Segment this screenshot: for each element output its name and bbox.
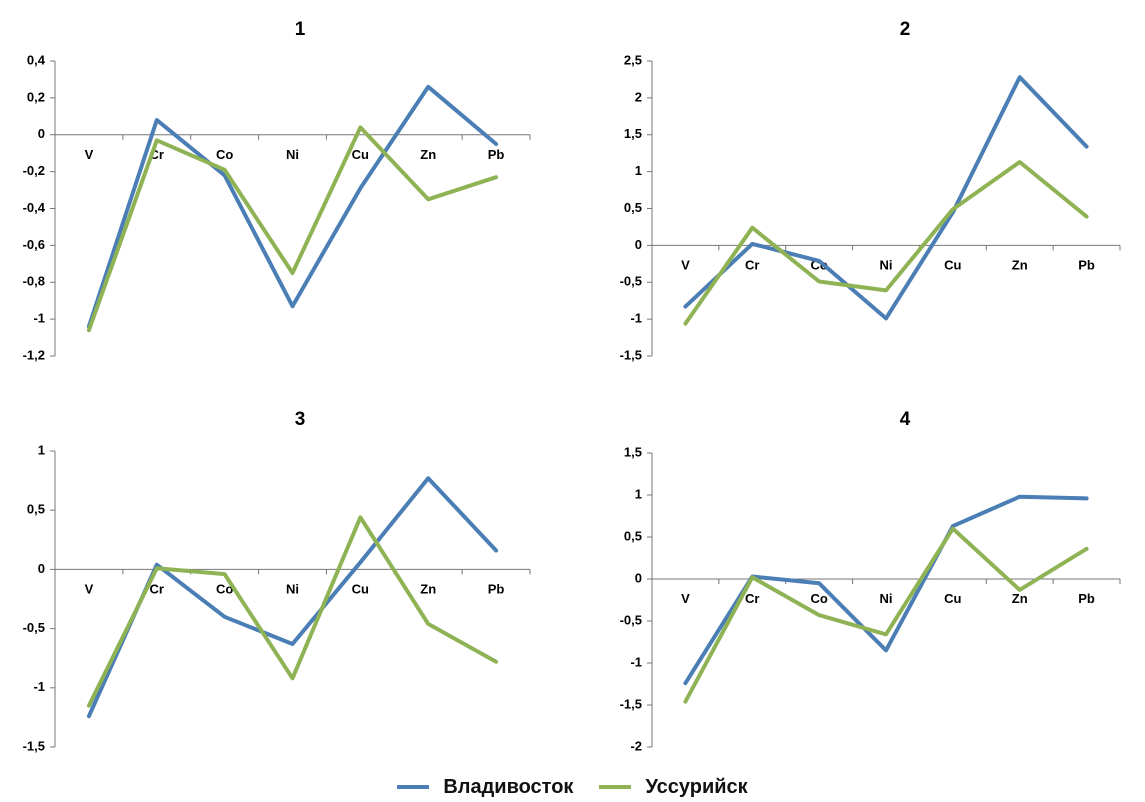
series-line-ussuriysk: [86, 125, 499, 333]
x-category-label: Co: [810, 591, 827, 606]
x-category-label: Pb: [1078, 591, 1095, 606]
y-tick-label: -0,5: [620, 274, 642, 289]
legend-label-ussuriysk: Уссурийск: [645, 775, 748, 798]
y-tick-label: 0,5: [27, 502, 45, 517]
chart-title: 3: [295, 409, 306, 430]
series-line-vladivostok: [86, 476, 499, 719]
y-tick-label: 1,5: [624, 126, 642, 141]
y-tick-label: 0: [635, 570, 642, 585]
x-category-label: Cr: [150, 581, 164, 596]
x-category-label: Zn: [1012, 591, 1028, 606]
x-category-label: Ni: [880, 257, 893, 272]
x-category-label: Cu: [944, 257, 961, 272]
x-category-label: Zn: [1012, 257, 1028, 272]
x-category-label: Ni: [286, 581, 299, 596]
chart-title: 4: [900, 409, 911, 430]
legend-item-ussuriysk: Уссурийск: [599, 775, 748, 799]
x-category-label: Cr: [745, 591, 759, 606]
y-tick-label: 1: [38, 442, 45, 457]
legend-label-vladivostok: Владивосток: [443, 775, 574, 798]
y-tick-label: 1: [635, 163, 642, 178]
chart-legend: Владивосток Уссурийск: [0, 772, 1145, 802]
x-category-label: Cu: [352, 147, 369, 162]
y-tick-label: 0,5: [624, 528, 642, 543]
y-tick-label: -0,4: [23, 200, 46, 215]
y-tick-label: 0: [38, 126, 45, 141]
y-tick-label: -0,5: [23, 620, 45, 635]
y-tick-label: -0,8: [23, 274, 45, 289]
series-line-vladivostok: [86, 84, 499, 329]
x-category-label: Co: [216, 147, 233, 162]
chart-title: 1: [295, 19, 306, 40]
x-category-label: Ni: [286, 147, 299, 162]
legend-item-vladivostok: Владивосток: [397, 776, 573, 799]
chart-title: 2: [900, 19, 911, 40]
y-tick-label: 0: [635, 237, 642, 252]
y-tick-label: 0,4: [27, 52, 46, 67]
y-tick-label: -1,5: [620, 347, 642, 362]
y-tick-label: -0,5: [620, 612, 642, 627]
y-tick-label: 1,5: [624, 444, 642, 459]
y-tick-label: 2,5: [624, 52, 642, 67]
series-line-vladivostok: [683, 75, 1089, 321]
x-category-label: Cu: [944, 591, 961, 606]
legend-swatch-vladivostok: [397, 785, 430, 789]
y-tick-label: 0,5: [624, 200, 642, 215]
x-category-label: Ni: [880, 591, 893, 606]
x-category-label: Co: [216, 581, 233, 596]
y-tick-label: 0,2: [27, 89, 45, 104]
x-category-label: V: [681, 257, 690, 272]
x-category-label: V: [85, 147, 94, 162]
y-tick-label: 1: [635, 486, 642, 501]
y-tick-label: -0,2: [23, 163, 45, 178]
y-tick-label: -1: [33, 311, 45, 326]
y-tick-label: -1: [630, 654, 642, 669]
series-line-ussuriysk: [683, 160, 1089, 326]
y-tick-label: 0: [38, 561, 45, 576]
series-line-ussuriysk: [86, 515, 499, 708]
x-category-label: Pb: [488, 581, 505, 596]
x-category-label: Cu: [352, 581, 369, 596]
x-category-label: Cr: [745, 257, 759, 272]
x-category-label: Pb: [488, 147, 505, 162]
y-tick-label: -1,5: [620, 696, 642, 711]
x-category-label: V: [85, 581, 94, 596]
legend-swatch-ussuriysk: [599, 785, 632, 789]
y-tick-label: -1: [33, 679, 45, 694]
x-category-label: Zn: [420, 581, 436, 596]
charts-canvas: 1 0,4 0,2 0 -0,2 -0,4 -0,6 -0,8 -1 -1,2 V Cr Co Ni Cu Z…: [23, 19, 1121, 753]
y-tick-label: -2: [630, 738, 642, 753]
series-line-ussuriysk: [683, 526, 1089, 704]
x-category-label: Pb: [1078, 257, 1095, 272]
y-tick-label: -1,2: [23, 347, 45, 362]
y-tick-label: -1: [630, 311, 642, 326]
x-category-label: Zn: [420, 147, 436, 162]
y-tick-label: -1,5: [23, 738, 45, 753]
x-category-label: V: [681, 591, 690, 606]
y-tick-label: 2: [635, 89, 642, 104]
y-tick-label: -0,6: [23, 237, 45, 252]
